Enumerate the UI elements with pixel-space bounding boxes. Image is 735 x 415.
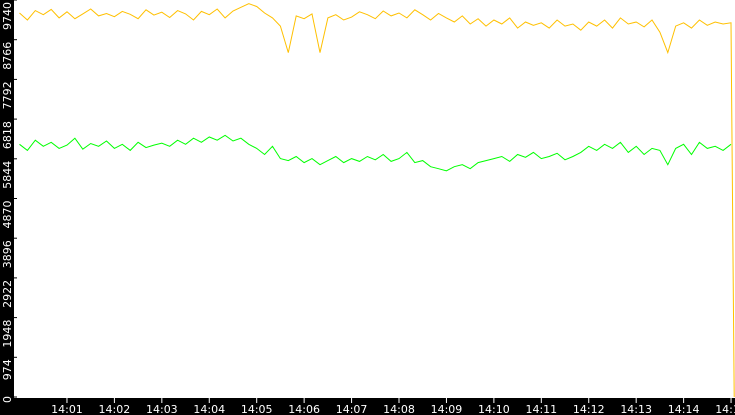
- x-tick-label: 14:13: [620, 403, 652, 415]
- y-axis: 0 974 1948 2922 3896 4870 5844 6818 7792 8766 9740: [1, 0, 17, 403]
- y-tick-label: 7792: [1, 81, 14, 109]
- y-tick-label: 0: [1, 396, 14, 403]
- series-layer: [19, 3, 735, 398]
- x-tick-label: 14:01: [51, 403, 83, 415]
- x-tick-label: 14:15: [715, 403, 735, 415]
- y-tick-label: 1948: [1, 320, 14, 348]
- y-tick-label: 4870: [1, 201, 14, 229]
- x-tick-label: 14:11: [525, 403, 557, 415]
- x-tick-label: 14:07: [336, 403, 368, 415]
- plot-area: [14, 0, 735, 398]
- x-tick-label: 14:14: [668, 403, 700, 415]
- x-tick-label: 14:02: [99, 403, 131, 415]
- y-axis-strip: [0, 0, 14, 415]
- x-tick-label: 14:08: [383, 403, 415, 415]
- y-tick-label: 9740: [1, 2, 14, 30]
- series-line-2: [19, 134, 732, 172]
- y-tick-label: 6818: [1, 121, 14, 149]
- series-line-1: [19, 3, 735, 398]
- y-tick-label: 8766: [1, 42, 14, 70]
- x-tick-label: 14:10: [478, 403, 510, 415]
- x-tick-label: 14:05: [241, 403, 273, 415]
- y-tick-label: 3896: [1, 240, 14, 268]
- y-tick-label: 974: [1, 359, 14, 380]
- y-tick-label: 2922: [1, 280, 14, 308]
- x-axis-strip: [0, 398, 735, 415]
- x-tick-label: 14:06: [288, 403, 320, 415]
- x-tick-label: 14:03: [146, 403, 178, 415]
- x-tick-label: 14:12: [573, 403, 605, 415]
- x-tick-label: 14:04: [193, 403, 225, 415]
- y-tick-label: 5844: [1, 161, 14, 189]
- x-tick-label: 14:09: [431, 403, 463, 415]
- x-axis: 14:01 14:02 14:03 14:04 14:05 14:06 14:07 14:08…: [51, 398, 735, 415]
